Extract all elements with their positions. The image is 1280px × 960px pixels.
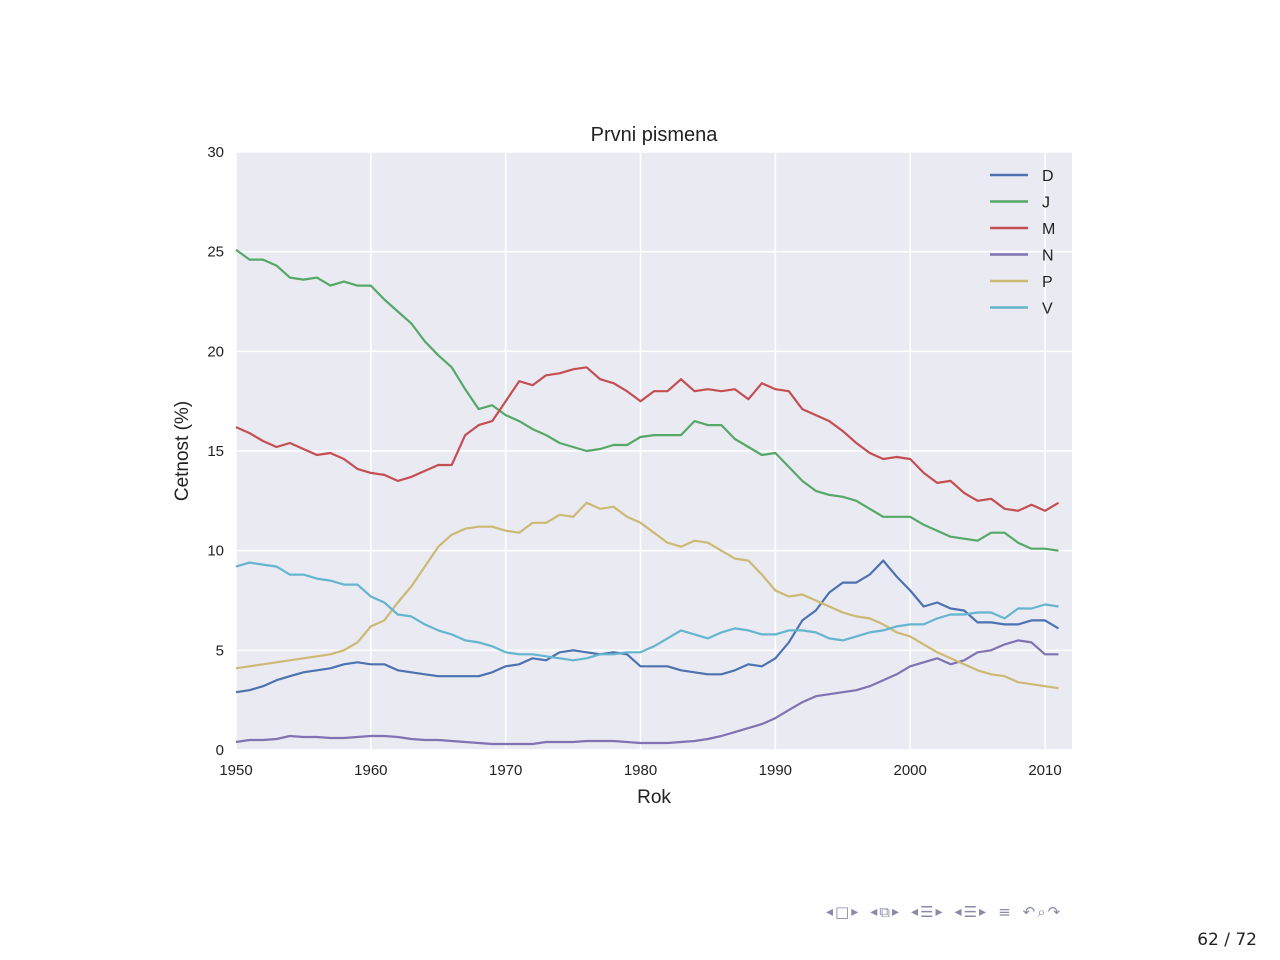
series-line-J xyxy=(235,248,1059,552)
x-tick-label: 1970 xyxy=(489,762,522,779)
x-tick-label: 1960 xyxy=(354,762,387,779)
subsection-nav: ◂ ⧉ ▸ xyxy=(870,900,899,924)
series-line-D xyxy=(235,559,1060,694)
tick-labels: 1950 1960 1970 1980 1990 2000 2010 0 5 10 15 20 25 30 xyxy=(207,144,1061,779)
nav-left-arrow[interactable]: ◂ xyxy=(954,904,962,920)
nav-left-arrow[interactable]: ◂ xyxy=(870,904,878,920)
y-tick-label: 25 xyxy=(207,244,224,261)
x-tick-label: 1950 xyxy=(219,762,252,779)
legend-label-P: P xyxy=(1042,274,1053,291)
legend-label-M: M xyxy=(1042,221,1055,238)
x-tick-label: 1980 xyxy=(624,762,657,779)
page-indicator: 62 / 72 xyxy=(1197,930,1257,950)
legend-label-V: V xyxy=(1042,301,1053,318)
document-icon[interactable]: ☰ xyxy=(963,903,978,921)
series-line-M xyxy=(235,366,1060,512)
legend-label-J: J xyxy=(1042,195,1050,212)
x-tick-label: 2010 xyxy=(1028,762,1061,779)
section-icon[interactable]: ☰ xyxy=(920,903,934,921)
nav-left-arrow[interactable]: ◂ xyxy=(911,904,919,920)
chart-title: Prvni pismena xyxy=(591,124,719,146)
nav-right-arrow[interactable]: ▸ xyxy=(979,904,987,920)
nav-right-arrow[interactable]: ▸ xyxy=(892,904,900,920)
y-tick-label: 15 xyxy=(207,443,224,460)
x-tick-label: 2000 xyxy=(894,762,927,779)
align-icon[interactable]: ≡ xyxy=(998,903,1011,921)
y-tick-label: 10 xyxy=(207,543,224,560)
back-icon[interactable]: ↶ xyxy=(1022,903,1036,921)
history-nav: ↶ ⌕ ↷ xyxy=(1023,900,1061,924)
series-line-P xyxy=(235,501,1059,690)
grid xyxy=(235,151,1072,751)
y-tick-label: 30 xyxy=(207,144,224,161)
beamer-navigation: ◂ □ ▸ ◂ ⧉ ▸ ◂ ☰ ▸ ◂ ☰ ▸ ≡ ↶ ⌕ ↷ xyxy=(826,900,1068,924)
series-lines xyxy=(235,248,1060,746)
frame-icon[interactable]: □ xyxy=(835,903,850,921)
nav-right-arrow[interactable]: ▸ xyxy=(935,904,943,920)
frame-nav: ◂ □ ▸ xyxy=(826,900,858,924)
subsection-icon[interactable]: ⧉ xyxy=(879,903,890,921)
y-tick-label: 20 xyxy=(207,343,224,360)
search-icon[interactable]: ⌕ xyxy=(1037,903,1046,921)
nav-left-arrow[interactable]: ◂ xyxy=(826,904,834,920)
legend-label-N: N xyxy=(1042,248,1054,265)
x-tick-label: 1990 xyxy=(759,762,792,779)
section-nav: ◂ ☰ ▸ xyxy=(911,900,943,924)
series-line-N xyxy=(235,639,1059,746)
nav-right-arrow[interactable]: ▸ xyxy=(851,904,859,920)
document-nav: ◂ ☰ ▸ xyxy=(955,900,987,924)
y-tick-label: 0 xyxy=(216,742,224,759)
x-axis-title: Rok xyxy=(637,787,671,808)
y-axis-title: Cetnost (%) xyxy=(172,401,193,501)
series-line-V xyxy=(235,561,1059,662)
y-tick-label: 5 xyxy=(216,642,224,659)
legend-label-D: D xyxy=(1042,168,1054,185)
forward-icon[interactable]: ↷ xyxy=(1047,903,1061,921)
align-nav: ≡ xyxy=(998,900,1011,924)
